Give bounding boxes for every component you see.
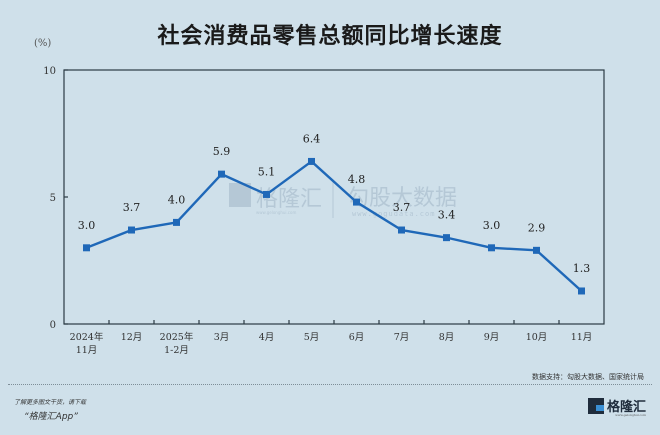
x-tick-label: 2025年 [160, 331, 194, 343]
promo-text: 了解更多图文干货，请下载 [14, 399, 87, 406]
data-label: 4.0 [168, 193, 186, 206]
y-tick-label: 5 [50, 193, 56, 204]
data-label: 4.8 [348, 173, 366, 186]
data-label: 2.9 [528, 221, 546, 234]
data-source: 数据支持：勾股大数据、国家统计局 [532, 373, 644, 381]
line-chart: 格隆汇www.gelonghui.com勾股大数据www.gogudata.co… [43, 66, 605, 356]
data-point-marker [128, 226, 135, 234]
data-point-marker [353, 198, 360, 206]
watermark-left-url: www.gelonghui.com [256, 210, 296, 215]
x-tick-label: 8月 [439, 332, 455, 343]
x-tick-label: 12月 [121, 332, 143, 343]
x-tick-label: 4月 [259, 332, 275, 343]
data-label: 1.3 [573, 262, 591, 275]
promo-app-name: “格隆汇App” [24, 412, 78, 422]
data-label: 5.1 [258, 165, 276, 178]
data-label: 3.7 [123, 201, 141, 214]
brand-url: www.gelonghui.com [615, 413, 646, 417]
x-tick-label: 5月 [304, 332, 320, 343]
data-label: 3.4 [438, 209, 456, 222]
data-label: 3.0 [483, 219, 501, 232]
data-point-marker [578, 287, 585, 295]
data-point-marker [308, 157, 315, 165]
data-point-marker [443, 234, 450, 242]
data-point-marker [533, 246, 540, 254]
brand-logo: 格隆汇 www.gelonghui.com [587, 396, 646, 417]
data-point-marker [398, 226, 405, 234]
data-label: 6.4 [303, 132, 321, 145]
series-line [86, 160, 583, 292]
watermark-right-url: www.gogudata.com [352, 210, 435, 218]
data-label: 5.9 [213, 145, 231, 158]
data-label: 3.7 [393, 201, 411, 214]
data-label: 3.0 [78, 219, 96, 232]
y-tick-label: 10 [43, 66, 56, 77]
chart-title: 社会消费品零售总额同比增长速度 [157, 24, 503, 49]
watermark-left: 格隆汇 [256, 187, 322, 212]
x-tick-label: 7月 [394, 332, 410, 343]
data-point-marker [263, 190, 270, 198]
footer-divider [8, 384, 652, 385]
x-tick-label: 9月 [484, 332, 500, 343]
brand-name: 格隆汇 [606, 400, 646, 415]
plot-frame [63, 69, 605, 325]
x-tick-label: 3月 [214, 332, 230, 343]
x-tick-label: 11月 [76, 345, 98, 356]
watermark-logo-icon [229, 183, 251, 207]
x-tick-label: 11月 [571, 332, 593, 343]
data-point-marker [218, 170, 225, 178]
data-point-marker [488, 244, 495, 252]
data-point-marker [173, 218, 180, 226]
x-tick-label: 1-2月 [164, 345, 189, 356]
y-tick-label: 0 [50, 320, 56, 331]
y-axis-unit: (%) [34, 38, 52, 49]
x-tick-label: 10月 [526, 332, 548, 343]
data-point-marker [83, 244, 90, 252]
x-tick-label: 6月 [349, 332, 365, 343]
x-tick-label: 2024年 [70, 331, 104, 343]
g-logo-icon [587, 397, 604, 414]
